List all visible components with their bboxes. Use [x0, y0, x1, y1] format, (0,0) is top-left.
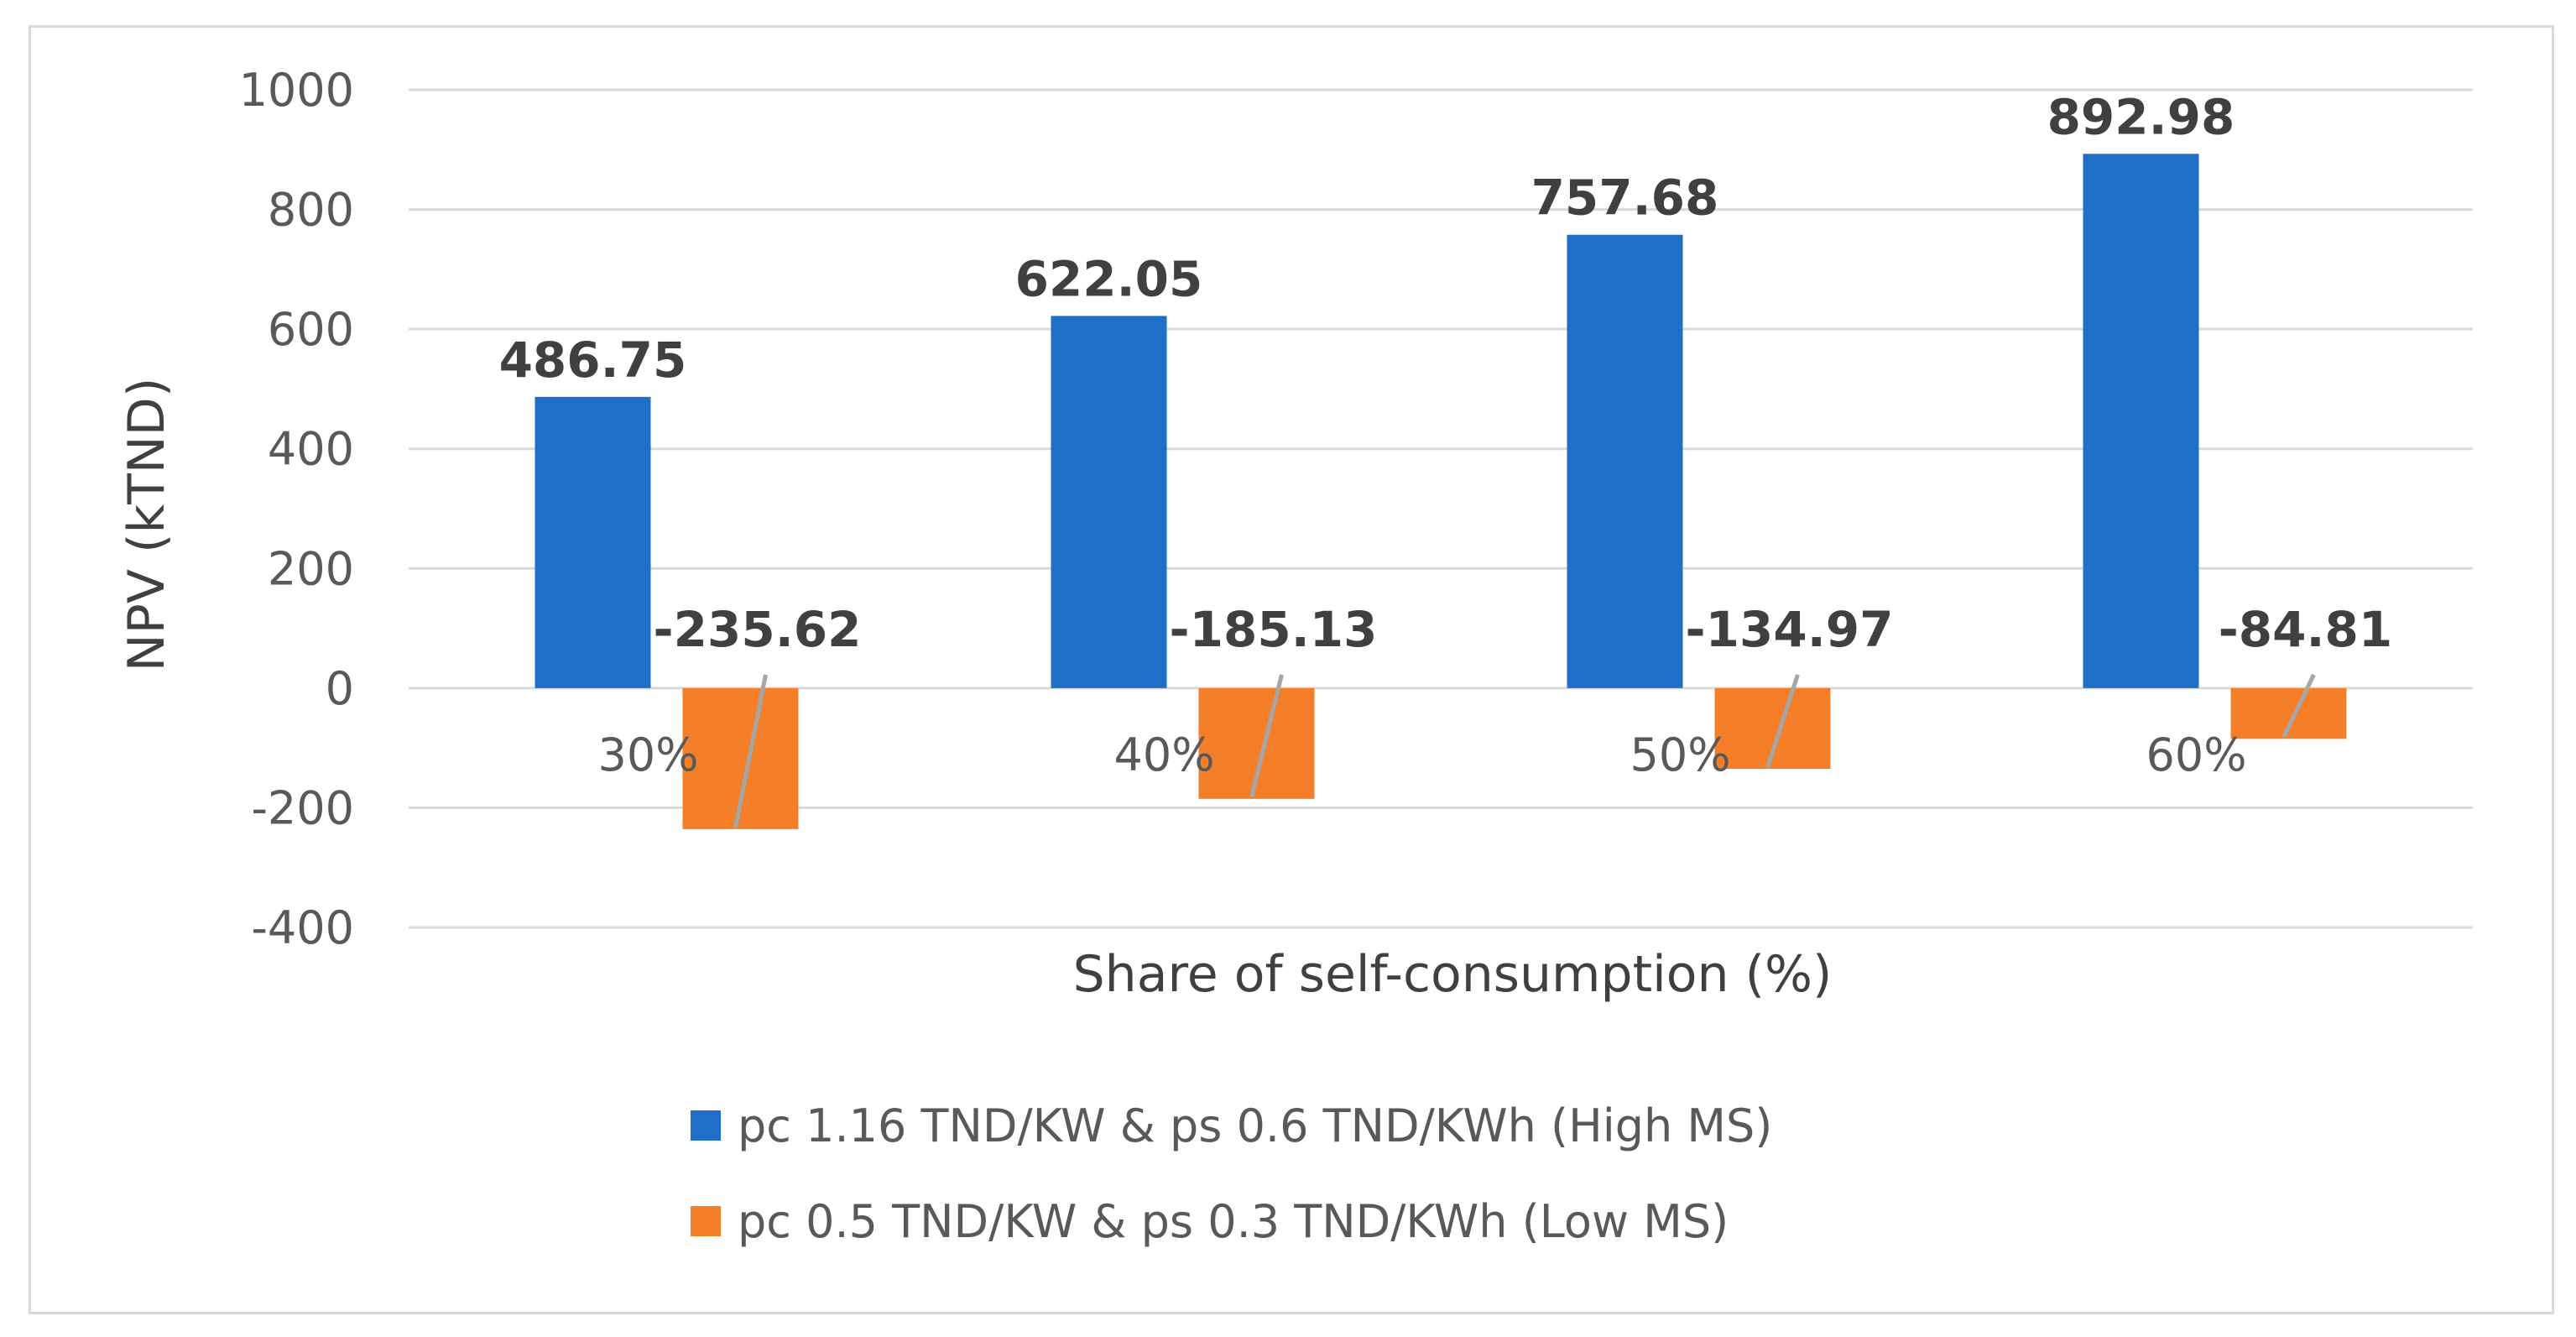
leader-line — [1765, 674, 1800, 768]
y-tick-label: -400 — [251, 901, 354, 954]
bars — [534, 154, 2347, 829]
category-label: 40% — [1113, 729, 1214, 781]
category-label: 50% — [1630, 729, 1730, 781]
legend-label-low-ms: pc 0.5 TND/KW & ps 0.3 TND/KWh (Low MS) — [738, 1195, 1729, 1248]
legend-swatch-high-ms — [691, 1110, 721, 1141]
y-tick-label: 600 — [268, 303, 354, 356]
data-labels: 486.75 -235.62 622.05 -185.13 757.68 -134.97 8… — [499, 88, 2393, 658]
y-tick-label: 0 — [326, 662, 354, 715]
data-label-low-ms: -134.97 — [1686, 601, 1894, 658]
data-label-low-ms: -84.81 — [2219, 601, 2393, 658]
legend-label-high-ms: pc 1.16 TND/KW & ps 0.6 TND/KWh (High MS… — [738, 1099, 1772, 1152]
y-tick-label: 200 — [268, 542, 354, 595]
leader-line — [733, 674, 768, 828]
data-label-low-ms: -185.13 — [1170, 601, 1378, 658]
data-label-high-ms: 892.98 — [2047, 88, 2235, 145]
data-label-low-ms: -235.62 — [654, 601, 862, 658]
legend: pc 1.16 TND/KW & ps 0.6 TND/KWh (High MS… — [691, 1099, 1772, 1248]
y-tick-label: 800 — [268, 184, 354, 237]
bar-high-ms — [534, 396, 651, 688]
data-label-high-ms: 486.75 — [499, 332, 687, 389]
y-tick-label: 1000 — [239, 64, 354, 117]
x-axis-title: Share of self-consumption (%) — [1073, 945, 1833, 1004]
category-labels: 30% 40% 50% 60% — [597, 729, 2246, 781]
chart-svg: 1000 800 600 400 200 0 -200 -400 30% 40% 50% 60% 4… — [117, 64, 2473, 1248]
y-tick-label: 400 — [268, 423, 354, 476]
leader-line — [2281, 673, 2316, 739]
category-label: 30% — [597, 729, 698, 781]
leader-line — [1249, 674, 1284, 798]
category-label: 60% — [2146, 729, 2246, 781]
y-axis-title: NPV (kTND) — [117, 378, 176, 671]
data-label-high-ms: 757.68 — [1531, 170, 1719, 227]
y-axis-ticks: 1000 800 600 400 200 0 -200 -400 — [239, 64, 354, 954]
legend-swatch-low-ms — [691, 1206, 721, 1236]
data-label-high-ms: 622.05 — [1015, 250, 1203, 307]
bar-high-ms — [1051, 316, 1167, 688]
bar-high-ms — [2083, 154, 2199, 688]
bar-high-ms — [1567, 234, 1683, 688]
leader-lines — [733, 673, 2316, 828]
y-tick-label: -200 — [251, 781, 354, 834]
chart-frame: 1000 800 600 400 200 0 -200 -400 30% 40% 50% 60% 4… — [29, 25, 2554, 1314]
